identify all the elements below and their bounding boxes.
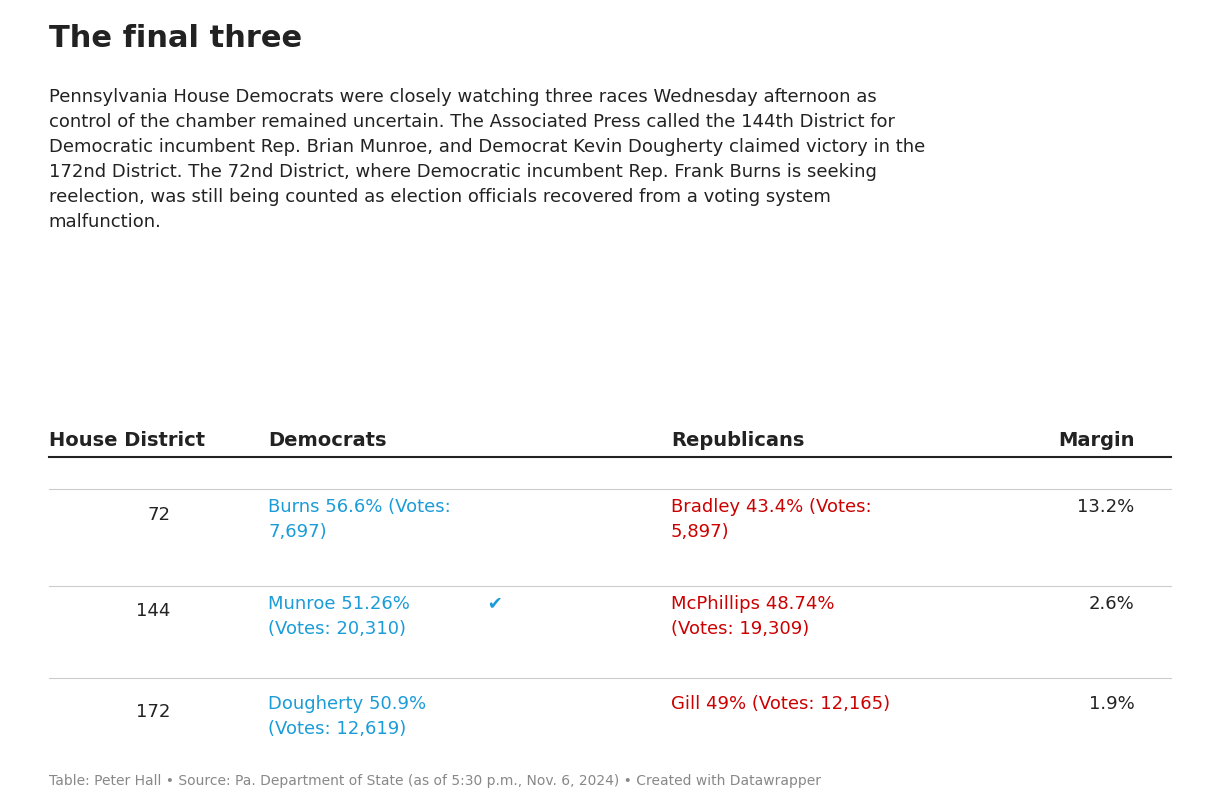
Text: 72: 72	[148, 505, 171, 523]
Text: House District: House District	[49, 430, 205, 450]
Text: Bradley 43.4% (Votes:
5,897): Bradley 43.4% (Votes: 5,897)	[671, 498, 871, 540]
Text: ✔: ✔	[482, 594, 503, 612]
Text: Republicans: Republicans	[671, 430, 804, 450]
Text: 1.9%: 1.9%	[1089, 695, 1135, 712]
Text: Pennsylvania House Democrats were closely watching three races Wednesday afterno: Pennsylvania House Democrats were closel…	[49, 88, 925, 231]
Text: Gill 49% (Votes: 12,165): Gill 49% (Votes: 12,165)	[671, 695, 891, 712]
Text: Dougherty 50.9%
(Votes: 12,619): Dougherty 50.9% (Votes: 12,619)	[268, 695, 427, 737]
Text: 13.2%: 13.2%	[1077, 498, 1135, 516]
Text: Table: Peter Hall • Source: Pa. Department of State (as of 5:30 p.m., Nov. 6, 20: Table: Peter Hall • Source: Pa. Departme…	[49, 773, 821, 787]
Text: 172: 172	[137, 702, 171, 719]
Text: Munroe 51.26%
(Votes: 20,310): Munroe 51.26% (Votes: 20,310)	[268, 594, 410, 637]
Text: McPhillips 48.74%
(Votes: 19,309): McPhillips 48.74% (Votes: 19,309)	[671, 594, 834, 637]
Text: 144: 144	[137, 601, 171, 619]
Text: Democrats: Democrats	[268, 430, 387, 450]
Text: Burns 56.6% (Votes:
7,697): Burns 56.6% (Votes: 7,697)	[268, 498, 451, 540]
Text: 2.6%: 2.6%	[1089, 594, 1135, 612]
Text: The final three: The final three	[49, 24, 301, 53]
Text: Margin: Margin	[1058, 430, 1135, 450]
